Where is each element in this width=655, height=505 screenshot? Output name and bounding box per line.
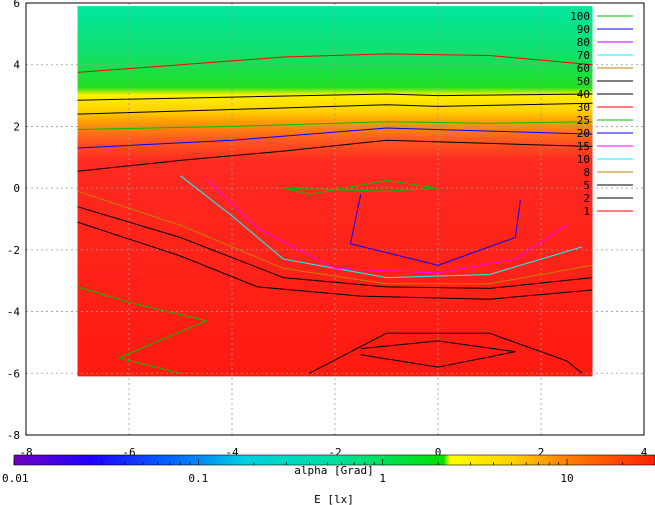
colorbar-tick-label: 0.01 — [2, 472, 29, 485]
y-tick-label: -8 — [7, 429, 20, 442]
legend-label: 20 — [577, 127, 590, 140]
legend-label: 10 — [577, 153, 590, 166]
contour-line-25 — [77, 121, 593, 130]
y-tick-label: -2 — [7, 244, 20, 257]
contour-line-25 — [283, 179, 439, 195]
x-axis-label: alpha [Grad] — [294, 464, 373, 477]
legend-label: 100 — [570, 10, 590, 23]
colorbar-label: E [lx] — [314, 493, 354, 505]
y-tick-label: -6 — [7, 367, 20, 380]
y-tick-label: 4 — [13, 59, 20, 72]
contour-line-5 — [77, 206, 593, 289]
legend-label: 80 — [577, 36, 590, 49]
y-tick-label: 6 — [13, 0, 20, 10]
y-tick-label: 0 — [13, 182, 20, 195]
contour-line-2 — [77, 221, 593, 300]
x-tick-label: 0 — [435, 446, 442, 459]
colorbar-tick-label: 0.1 — [188, 472, 208, 485]
contour-line-5 — [360, 340, 516, 368]
legend-label: 90 — [577, 23, 590, 36]
legend-label: 25 — [577, 114, 590, 127]
legend-label: 50 — [577, 75, 590, 88]
x-tick-label: 2 — [538, 446, 545, 459]
legend-label: 40 — [577, 88, 590, 101]
contour-line-15 — [205, 178, 568, 274]
x-tick-label: 4 — [641, 446, 648, 459]
contour-line-5 — [77, 139, 593, 172]
legend-label: 2 — [583, 192, 590, 205]
legend-label: 15 — [577, 140, 590, 153]
colorbar-tick-label: 10 — [560, 472, 573, 485]
contour-line-30 — [77, 53, 593, 73]
legend-label: 1 — [583, 205, 590, 218]
y-tick-labels: 6 4 2 0 -2 -4 -6 -8 — [7, 0, 21, 442]
contour-line-20 — [77, 127, 593, 149]
legend-label: 5 — [583, 179, 590, 192]
contour-lines — [77, 53, 593, 374]
contour-line-40 — [77, 102, 593, 115]
legend-label: 30 — [577, 101, 590, 114]
y-tick-label: -4 — [7, 306, 21, 319]
legend-label: 8 — [583, 166, 590, 179]
heatmap-field — [77, 6, 593, 377]
contour-line-25 — [77, 286, 208, 374]
field-surface — [77, 6, 593, 377]
legend-label: 70 — [577, 49, 590, 62]
contour-line-50 — [77, 93, 593, 101]
colorbar-tick-label: 1 — [379, 472, 386, 485]
contour-line-2 — [309, 332, 583, 374]
y-tick-label: 2 — [13, 120, 20, 133]
contour-line-20 — [349, 194, 521, 266]
plot-frame — [25, 2, 645, 436]
legend-label: 60 — [577, 62, 590, 75]
contour-line-8 — [77, 190, 593, 285]
axes-frame — [25, 2, 645, 436]
colorbar: 0.01 0.1 1 10 — [2, 454, 655, 485]
